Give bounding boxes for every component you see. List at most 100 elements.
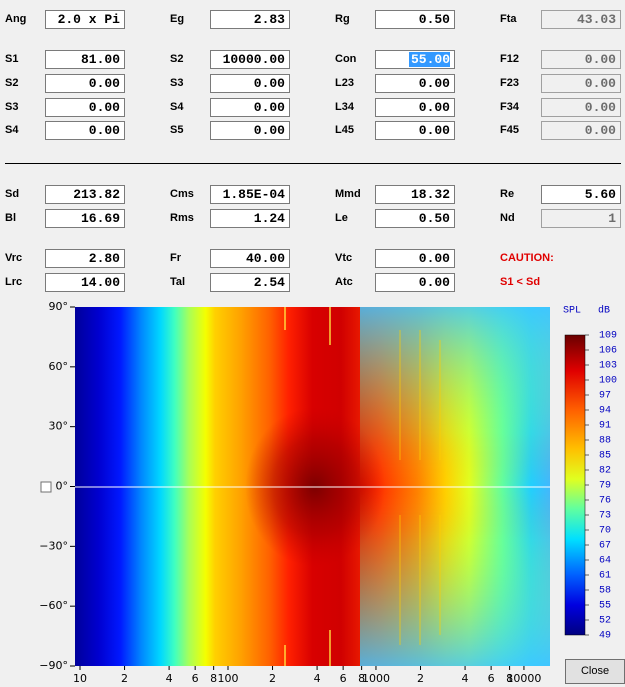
field-input[interactable]: 0.00	[375, 121, 455, 140]
colorbar-label: 85	[599, 451, 611, 462]
field-input[interactable]: 81.00	[45, 50, 125, 69]
field-label: F34	[500, 101, 519, 113]
field-label: S5	[170, 124, 184, 136]
field-label: Con	[335, 53, 357, 65]
field-input[interactable]: 5.60	[541, 185, 621, 204]
field-label: L45	[335, 124, 354, 136]
x-tick-label: 100	[217, 672, 238, 685]
field-input[interactable]: 0.50	[375, 209, 455, 228]
y-tick-label: −60°	[39, 599, 68, 612]
x-tick-label: 8	[358, 672, 365, 685]
field-input[interactable]: 213.82	[45, 185, 125, 204]
field-label: Tal	[170, 276, 186, 288]
colorbar-label: 106	[599, 346, 617, 357]
field-input[interactable]: 0.00	[541, 50, 621, 69]
field-input[interactable]: 0.00	[45, 98, 125, 117]
field-input[interactable]: 2.54	[210, 273, 290, 292]
field-input[interactable]: 2.83	[210, 10, 290, 29]
field-input[interactable]: 0.00	[375, 273, 455, 292]
x-tick-label: 8	[506, 672, 513, 685]
x-tick-label: 6	[488, 672, 495, 685]
field-input[interactable]: 0.00	[541, 98, 621, 117]
colorbar-label: 79	[599, 481, 611, 492]
selected-text: 55.00	[408, 52, 450, 67]
x-tick-label: 2	[417, 672, 424, 685]
close-button[interactable]: Close	[565, 659, 625, 684]
heatmap	[75, 307, 550, 666]
y-tick-label: 0°	[56, 480, 69, 493]
field-label: Eg	[170, 13, 185, 25]
field-input[interactable]: 14.00	[45, 273, 125, 292]
field-input[interactable]: 2.80	[45, 249, 125, 268]
colorbar-label: 103	[599, 361, 617, 372]
field-label: F12	[500, 53, 519, 65]
x-tick-label: 6	[340, 672, 347, 685]
field-input[interactable]: 55.00	[375, 50, 455, 69]
x-tick-label: 4	[166, 672, 173, 685]
field-input[interactable]: 0.00	[541, 74, 621, 93]
field-label: Cms	[170, 188, 194, 200]
field-input[interactable]: 0.00	[375, 249, 455, 268]
field-label: L34	[335, 101, 354, 113]
field-input[interactable]: 43.03	[541, 10, 621, 29]
field-input[interactable]: 1.24	[210, 209, 290, 228]
x-tick-label: 10000	[506, 672, 541, 685]
checkbox[interactable]	[40, 481, 52, 493]
y-tick-label: 60°	[49, 360, 69, 373]
field-input[interactable]: 0.00	[375, 98, 455, 117]
colorbar-label: 70	[599, 526, 611, 537]
colorbar-label: 61	[599, 571, 611, 582]
field-input[interactable]: 0.00	[45, 74, 125, 93]
y-tick-label: 90°	[49, 300, 69, 313]
colorbar-label: 82	[599, 466, 611, 477]
field-label: F45	[500, 124, 519, 136]
colorbar-label: 91	[599, 421, 611, 432]
field-label: Bl	[5, 212, 16, 224]
field-input[interactable]: 0.00	[375, 74, 455, 93]
x-tick-label: 1000	[362, 672, 390, 685]
x-tick-label: 10	[73, 672, 87, 685]
field-label: Rms	[170, 212, 194, 224]
colorbar-title: SPL	[563, 306, 581, 317]
y-tick-label: 30°	[49, 420, 69, 433]
x-tick-label: 2	[269, 672, 276, 685]
field-input[interactable]: 0.50	[375, 10, 455, 29]
field-label: Vrc	[5, 252, 23, 264]
field-input[interactable]: 0.00	[541, 121, 621, 140]
field-input[interactable]: 10000.00	[210, 50, 290, 69]
field-label: Fta	[500, 13, 517, 25]
field-label: Nd	[500, 212, 515, 224]
x-tick-label: 4	[314, 672, 321, 685]
field-input[interactable]: 0.00	[210, 121, 290, 140]
x-tick-label: 6	[192, 672, 199, 685]
field-input[interactable]: 1	[541, 209, 621, 228]
colorbar-label: 64	[599, 556, 611, 567]
field-label: Atc	[335, 276, 353, 288]
field-input[interactable]: 1.85E-04	[210, 185, 290, 204]
field-input[interactable]: 0.00	[210, 98, 290, 117]
x-tick-label: 8	[210, 672, 217, 685]
colorbar-label: 73	[599, 511, 611, 522]
field-input[interactable]: 16.69	[45, 209, 125, 228]
field-label: Sd	[5, 188, 20, 200]
field-label: S3	[170, 77, 184, 89]
field-label: S3	[5, 101, 19, 113]
field-label: Lrc	[5, 276, 23, 288]
y-tick-label: −30°	[39, 539, 68, 552]
field-label: Mmd	[335, 188, 361, 200]
colorbar-label: 109	[599, 331, 617, 342]
field-input[interactable]: 40.00	[210, 249, 290, 268]
field-input[interactable]: 0.00	[210, 74, 290, 93]
y-tick-label: −90°	[39, 659, 68, 672]
field-label: Vtc	[335, 252, 353, 264]
field-label: Fr	[170, 252, 181, 264]
colorbar-label: 76	[599, 496, 611, 507]
field-label: F23	[500, 77, 519, 89]
field-label: Ang	[5, 13, 27, 25]
field-input[interactable]: 2.0 x Pi	[45, 10, 125, 29]
field-label: S2	[170, 53, 184, 65]
colorbar-label: 100	[599, 376, 617, 387]
colorbar-label: 67	[599, 541, 611, 552]
field-input[interactable]: 0.00	[45, 121, 125, 140]
field-input[interactable]: 18.32	[375, 185, 455, 204]
